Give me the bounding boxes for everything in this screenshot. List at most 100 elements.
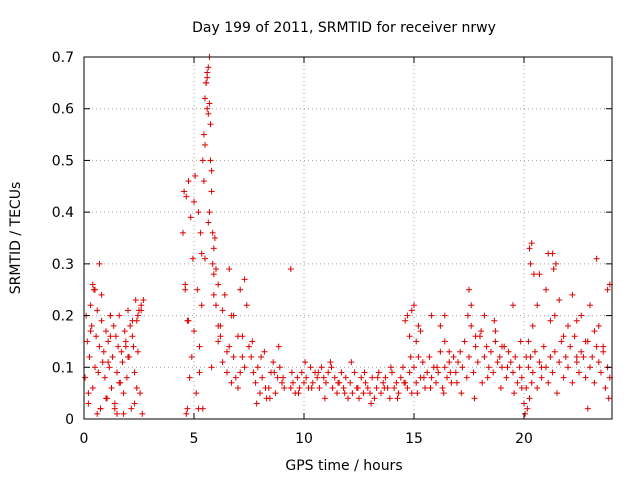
data-point	[250, 369, 257, 376]
data-point	[92, 286, 98, 293]
data-point	[189, 255, 196, 262]
data-point	[404, 384, 411, 391]
data-point	[551, 312, 558, 319]
data-point	[560, 374, 567, 381]
data-point	[281, 384, 288, 391]
data-point	[208, 364, 215, 371]
data-point	[408, 307, 415, 314]
data-point	[202, 255, 208, 262]
data-point	[538, 364, 545, 371]
data-point	[237, 369, 244, 376]
data-point	[565, 322, 571, 329]
data-point	[85, 390, 92, 397]
data-point	[455, 359, 461, 366]
data-point	[243, 302, 250, 309]
data-point	[522, 410, 529, 417]
data-point	[298, 369, 305, 376]
data-point	[131, 400, 138, 407]
data-point	[604, 286, 611, 293]
data-point	[108, 384, 115, 391]
data-point	[122, 338, 129, 345]
data-point	[400, 364, 406, 371]
data-point	[458, 390, 465, 397]
data-point	[427, 384, 434, 391]
data-point	[186, 374, 193, 381]
x-axis-label: GPS time / hours	[285, 458, 402, 474]
data-point	[406, 369, 413, 376]
data-point	[98, 317, 105, 324]
data-point	[215, 281, 222, 288]
data-point	[109, 353, 116, 360]
data-point	[191, 198, 197, 205]
data-point	[196, 343, 203, 350]
data-point	[582, 338, 589, 345]
data-point	[459, 364, 466, 371]
data-point	[511, 390, 518, 397]
data-point	[85, 400, 92, 407]
data-point	[464, 312, 471, 319]
data-point	[206, 209, 213, 216]
y-tick-label: 0.1	[52, 360, 74, 376]
data-point	[198, 250, 205, 257]
data-point	[228, 379, 235, 386]
data-point	[106, 364, 113, 371]
data-point	[525, 338, 532, 345]
data-point	[578, 312, 585, 319]
data-point	[360, 390, 367, 397]
data-point	[100, 348, 107, 355]
data-point	[183, 193, 190, 200]
data-point	[84, 338, 91, 345]
data-point	[205, 64, 212, 71]
data-point	[368, 400, 375, 407]
data-point	[320, 374, 327, 381]
data-point	[209, 260, 216, 267]
data-point	[602, 384, 609, 391]
data-point	[348, 359, 355, 366]
data-point	[576, 369, 582, 376]
data-point	[351, 369, 358, 376]
data-point	[308, 384, 315, 391]
data-point	[605, 395, 612, 402]
data-point	[185, 178, 192, 185]
data-point	[276, 364, 283, 371]
data-point	[573, 317, 580, 324]
data-point	[470, 369, 477, 376]
data-point	[466, 353, 472, 360]
data-point	[518, 374, 525, 381]
data-point	[441, 312, 448, 319]
data-point	[450, 353, 457, 360]
data-point	[303, 374, 310, 381]
data-point	[120, 390, 127, 397]
data-point	[354, 384, 361, 391]
data-point	[457, 348, 464, 355]
data-point	[565, 364, 571, 371]
data-point	[184, 405, 191, 412]
grid	[84, 57, 612, 419]
data-point	[259, 374, 266, 381]
data-point	[122, 343, 129, 350]
data-point	[387, 364, 394, 371]
data-point	[294, 374, 301, 381]
data-point	[472, 343, 479, 350]
data-point	[246, 343, 252, 350]
y-tick-label: 0.4	[52, 205, 74, 221]
data-point	[202, 95, 208, 102]
data-point	[280, 374, 287, 381]
y-tick-label: 0.7	[52, 50, 74, 66]
data-point	[521, 400, 527, 407]
data-point	[415, 353, 422, 360]
data-point	[523, 353, 530, 360]
data-point	[600, 348, 607, 355]
data-point	[230, 353, 237, 360]
data-point	[210, 291, 217, 298]
data-point	[573, 353, 580, 360]
data-point	[491, 317, 498, 324]
data-point	[86, 353, 93, 360]
data-point	[226, 266, 233, 273]
data-points	[82, 54, 613, 417]
data-point	[481, 312, 488, 319]
data-point	[329, 384, 336, 391]
data-point	[253, 400, 260, 407]
data-point	[536, 271, 543, 278]
data-point	[316, 384, 323, 391]
